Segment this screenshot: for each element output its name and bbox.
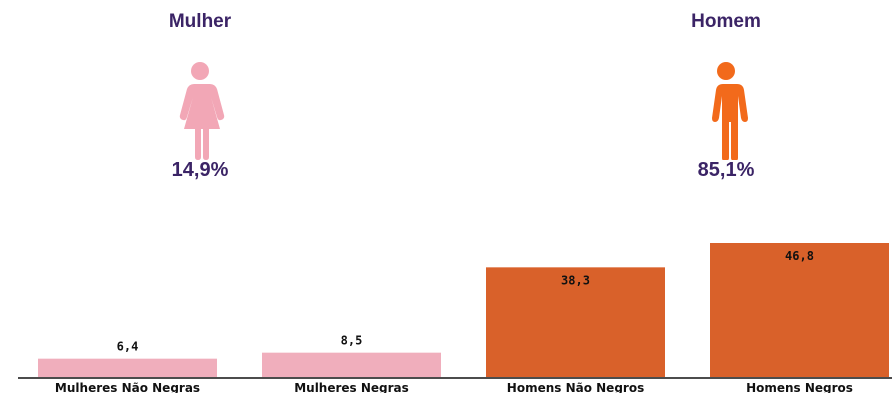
category-label-1: Mulheres Negras xyxy=(294,381,409,393)
category-label-3: Homens Negros xyxy=(746,381,853,393)
bar-3 xyxy=(710,243,889,377)
category-label-0: Mulheres Não Negras xyxy=(55,381,200,393)
bar-value-label-3: 46,8 xyxy=(785,249,814,263)
male-title: Homem xyxy=(691,11,761,32)
bar-value-label-1: 8,5 xyxy=(341,334,363,348)
bar-value-label-0: 6,4 xyxy=(117,340,139,354)
female-title: Mulher xyxy=(168,11,232,32)
female-percent: 14,9% xyxy=(171,159,229,181)
bar-0 xyxy=(38,358,217,377)
woman-icon xyxy=(170,60,230,160)
bar-1 xyxy=(262,352,441,377)
bar-value-label-2: 38,3 xyxy=(561,273,590,287)
category-label-2: Homens Não Negros xyxy=(507,381,644,393)
bar-2 xyxy=(486,267,665,377)
male-percent: 85,1% xyxy=(697,159,755,181)
man-icon xyxy=(696,60,756,161)
